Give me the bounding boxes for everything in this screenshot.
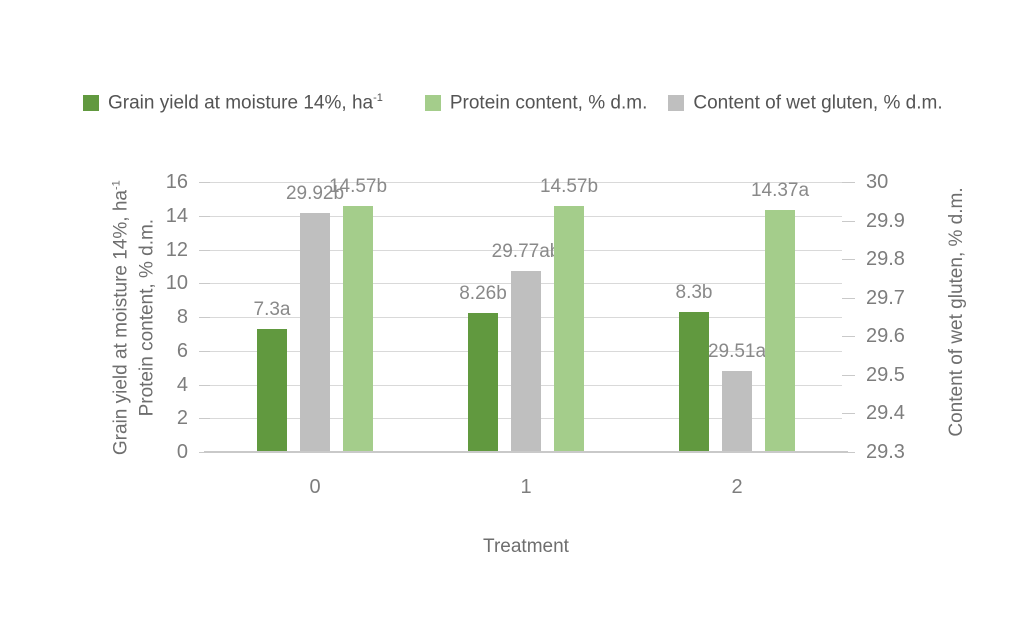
right-axis-tick-mark <box>842 413 855 414</box>
right-axis-tick-label: 29.3 <box>866 441 905 463</box>
left-axis-tick-label: 4 <box>176 374 188 396</box>
left-axis-tick-mark <box>199 317 210 318</box>
bar-grain-yield-2 <box>679 312 709 452</box>
left-axis-tick-label: 14 <box>165 205 188 227</box>
gridline <box>210 182 842 183</box>
right-axis-tick-mark <box>842 259 855 260</box>
legend-swatch-wet-gluten <box>668 95 685 112</box>
right-axis-tick-label: 29.6 <box>866 325 905 347</box>
left-axis-tick-mark <box>199 385 210 386</box>
x-tick-label-1: 1 <box>520 476 532 498</box>
x-axis-title: Treatment <box>483 536 569 557</box>
left-axis-tick-label: 8 <box>176 306 188 328</box>
legend-swatch-protein <box>424 95 441 112</box>
bar-protein-2 <box>765 210 795 452</box>
left-axis-tick-mark <box>199 216 210 217</box>
bar-grain-yield-1 <box>468 313 498 452</box>
bar-protein-0 <box>343 206 373 452</box>
right-axis-tick-label: 29.8 <box>866 248 905 270</box>
left-axis-tick-mark <box>199 182 210 183</box>
left-axis-tick-mark <box>199 418 210 419</box>
legend-item-wet-gluten: Content of wet gluten, % d.m. <box>668 92 943 114</box>
right-axis-tick-label: 29.5 <box>866 364 905 386</box>
right-axis-tick-mark <box>842 452 855 453</box>
legend-label-protein: Protein content, % d.m. <box>449 92 648 114</box>
bar-label-grain-yield-0: 7.3a <box>253 299 291 320</box>
bar-label-wet-gluten-1: 29.77ab <box>491 241 561 262</box>
gridline <box>210 216 842 217</box>
x-axis-line <box>204 451 848 453</box>
bar-protein-1 <box>554 206 584 452</box>
bar-label-protein-1: 14.57b <box>539 176 599 197</box>
right-axis-tick-mark <box>842 182 855 183</box>
bar-label-protein-2: 14.37a <box>750 180 810 201</box>
legend-swatch-grain-yield <box>83 95 99 112</box>
bar-wet-gluten-1 <box>511 271 541 452</box>
x-tick-label-2: 2 <box>731 476 743 498</box>
left-axis-tick-label: 6 <box>176 340 188 362</box>
bar-wet-gluten-0 <box>300 213 330 452</box>
left-axis-tick-mark <box>199 250 210 251</box>
gridline <box>210 250 842 251</box>
left-axis-tick-label: 16 <box>165 171 188 193</box>
right-axis-title: Content of wet gluten, % d.m. <box>946 187 967 437</box>
right-axis-tick-mark <box>842 375 855 376</box>
legend-label-wet-gluten: Content of wet gluten, % d.m. <box>693 92 943 114</box>
left-axis-tick-label: 0 <box>176 441 188 463</box>
left-axis-tick-label: 10 <box>165 272 188 294</box>
left-axis-tick-label: 2 <box>176 407 188 429</box>
bar-label-grain-yield-1: 8.26b <box>459 283 507 304</box>
legend-item-protein: Protein content, % d.m. <box>424 92 648 114</box>
left-axis-tick-mark <box>199 351 210 352</box>
right-axis-tick-mark <box>842 298 855 299</box>
legend-item-grain-yield: Grain yield at moisture 14%, ha-1 <box>83 92 383 114</box>
right-axis-tick-label: 29.4 <box>866 402 905 424</box>
right-axis-tick-label: 29.7 <box>866 287 905 309</box>
bar-grain-yield-0 <box>257 329 287 452</box>
right-axis-tick-label: 30 <box>866 171 889 193</box>
right-axis-tick-mark <box>842 221 855 222</box>
bar-wet-gluten-2 <box>722 371 752 452</box>
left-axis-tick-mark <box>199 283 210 284</box>
bar-label-protein-0: 14.57b <box>328 176 388 197</box>
legend-label-grain-yield: Grain yield at moisture 14%, ha-1 <box>108 92 383 114</box>
bar-label-wet-gluten-0: 29.92b <box>285 183 345 204</box>
right-axis-tick-mark <box>842 336 855 337</box>
bar-label-grain-yield-2: 8.3b <box>675 282 713 303</box>
x-tick-label-0: 0 <box>309 476 321 498</box>
left-axis-tick-label: 12 <box>165 239 188 261</box>
right-axis-tick-label: 29.9 <box>866 210 905 232</box>
legend: Grain yield at moisture 14%, ha-1 Protei… <box>83 92 943 114</box>
bar-label-wet-gluten-2: 29.51a <box>707 341 767 362</box>
